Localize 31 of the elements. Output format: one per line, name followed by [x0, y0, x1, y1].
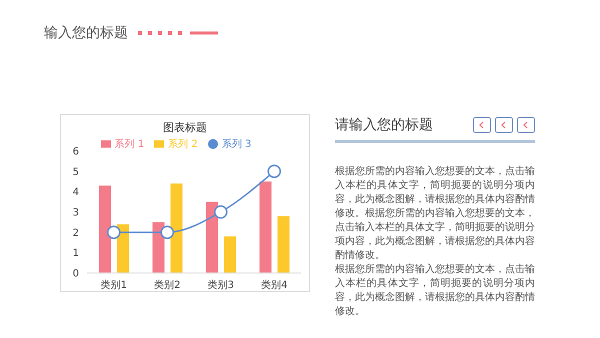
point [214, 205, 228, 219]
bar [206, 202, 218, 273]
bar [152, 222, 164, 273]
bar [224, 236, 236, 273]
bar [278, 216, 290, 273]
legend-label: 系列 2 [168, 139, 198, 150]
y-tick-label: 6 [72, 146, 79, 158]
y-tick-label: 2 [72, 228, 79, 239]
x-tick-label: 类别3 [208, 279, 234, 292]
legend-label: 系列 1 [114, 139, 144, 150]
y-tick-label: 4 [72, 187, 79, 198]
point [160, 226, 174, 240]
legend-label: 系列 3 [222, 139, 252, 150]
x-tick-label: 类别2 [154, 279, 180, 292]
bar [99, 186, 111, 273]
x-tick-label: 类别4 [261, 279, 288, 292]
text: 输入您的标题 [44, 24, 128, 42]
chart-title: 图表标题 [162, 120, 208, 135]
text: 根据您所需的内容输入您想要的文本，点击输入本栏的具体文字，简明扼要的说明分项内容，此为概念图解，请根据您的具体内容酌情修改。根据您所需的内容输入您想要的文本，点击输入本栏的具体文字，简明扼要的说明分项内容，此为概念图解，请根据您的具体内容酌情修改。 [335, 165, 535, 263]
bar [260, 182, 272, 273]
x-tick-label: 类别1 [100, 279, 127, 292]
y-tick-label: 5 [72, 166, 79, 178]
y-tick-label: 0 [72, 268, 79, 280]
y-tick-label: 3 [72, 208, 79, 219]
y-tick-label: 1 [72, 248, 79, 260]
text: 请输入您的标题 [335, 116, 433, 134]
text: 根据您所需的内容输入您想要的文本，点击输入本栏的具体文字，简明扼要的说明分项内容，此为概念图解，请根据您的具体内容酌情修改。 [335, 263, 535, 319]
bar [170, 184, 182, 273]
point [268, 164, 281, 178]
bar [117, 224, 129, 273]
point [107, 226, 120, 240]
